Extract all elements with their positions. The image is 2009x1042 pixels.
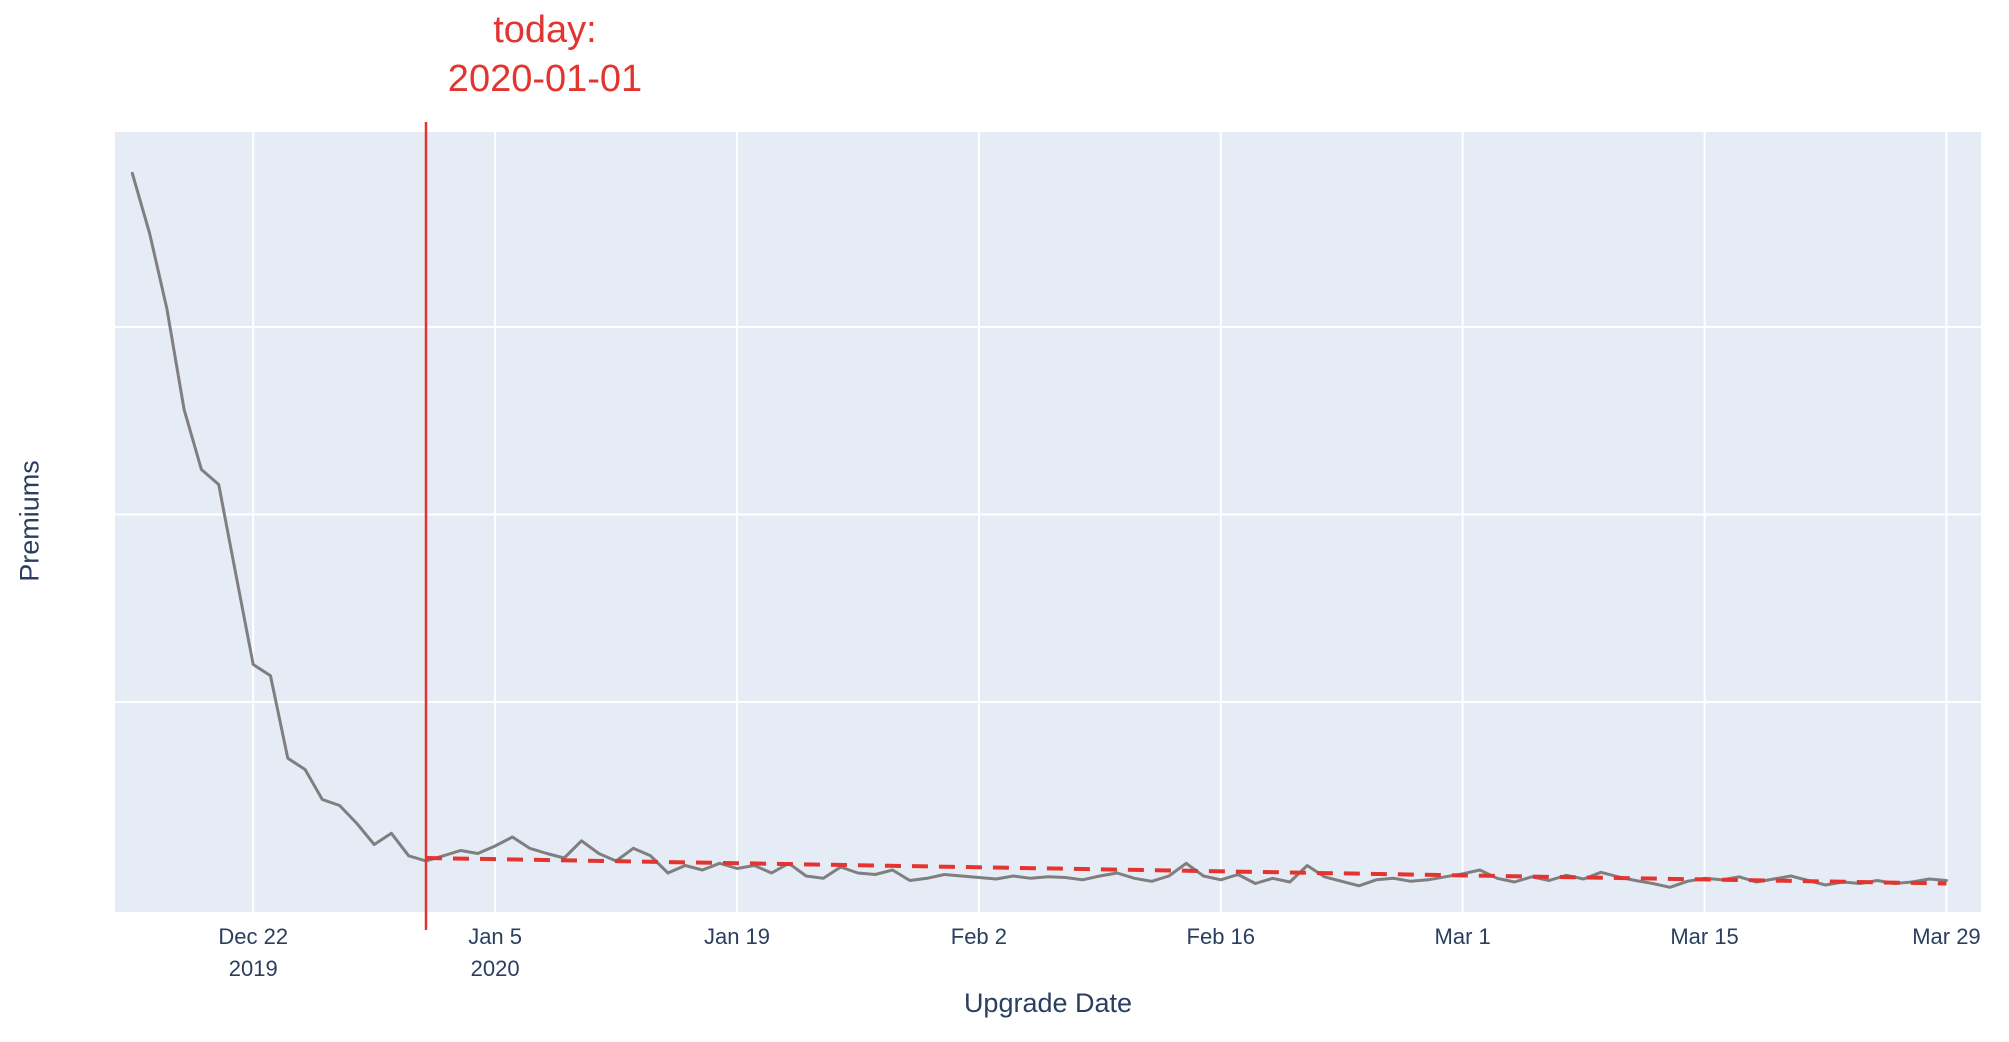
plot-area [115, 132, 1981, 912]
x-tick-label: Jan 5 [468, 924, 522, 949]
x-tick-label: Mar 1 [1435, 924, 1491, 949]
x-tick-label: Dec 22 [218, 924, 288, 949]
x-tick-label: Mar 15 [1670, 924, 1738, 949]
x-tick-sublabel: 2019 [229, 956, 278, 981]
x-tick-label: Jan 19 [704, 924, 770, 949]
x-axis-title: Upgrade Date [963, 988, 1133, 1018]
today-annotation-line1: today: [493, 9, 597, 51]
x-tick-label: Feb 2 [951, 924, 1007, 949]
today-annotation-line2: 2020-01-01 [447, 58, 643, 101]
x-tick-sublabel: 2020 [471, 956, 520, 981]
y-axis-title: Premiums [14, 460, 45, 582]
trend-line [425, 856, 1947, 886]
x-tick-label: Mar 29 [1912, 924, 1980, 949]
today-annotation: today: 2020-01-01 [448, 6, 642, 105]
x-tick-label: Feb 16 [1187, 924, 1256, 949]
